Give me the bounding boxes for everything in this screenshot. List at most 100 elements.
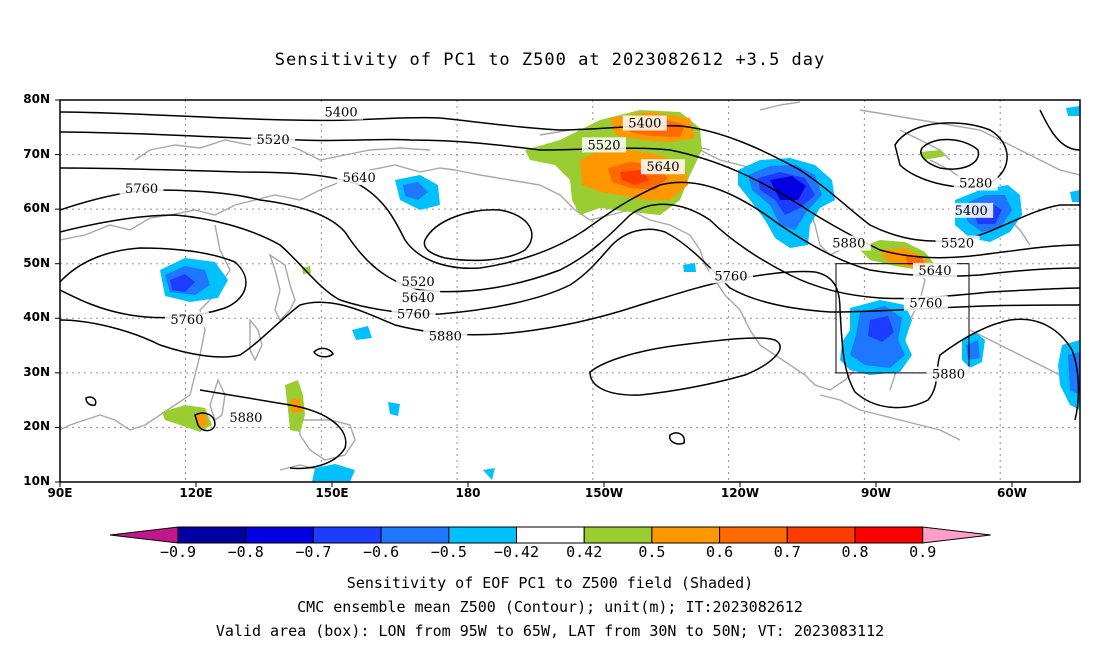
contour-label: 5880 xyxy=(423,328,468,344)
lon-label: 150E xyxy=(315,486,349,500)
shade-negative xyxy=(1066,106,1080,116)
contour-value: 5640 xyxy=(343,171,376,186)
contour-value: 5760 xyxy=(125,182,158,197)
contour-label: 5640 xyxy=(337,170,382,186)
contour-value: 5880 xyxy=(229,411,262,426)
colorbar-bin xyxy=(719,526,788,544)
colorbar-label: −0.5 xyxy=(430,543,467,561)
valid-area-box xyxy=(835,263,970,374)
lat-label: 20N xyxy=(23,419,50,434)
colorbar-bin xyxy=(516,526,585,544)
colorbar-bin xyxy=(380,526,450,544)
contour-value: 5280 xyxy=(959,177,992,192)
map-frame xyxy=(59,99,1081,483)
colorbar-high-extend xyxy=(922,526,991,544)
colorbar-bin xyxy=(786,526,856,544)
contour-value: 5760 xyxy=(714,269,747,284)
contour-label: 5400 xyxy=(949,202,994,219)
colorbar-bin xyxy=(245,526,314,544)
colorbar-label: 0.6 xyxy=(706,543,734,561)
lon-label: 120W xyxy=(720,486,760,500)
contour-value: 5760 xyxy=(909,297,942,312)
contour-label: 5880 xyxy=(223,410,268,426)
colorbar-low-extend xyxy=(109,526,179,544)
colorbar-bin xyxy=(177,526,247,544)
shade-negative xyxy=(388,402,400,416)
shade-negative xyxy=(352,326,372,340)
shade-negative xyxy=(1068,352,1080,395)
contour-value: 5400 xyxy=(955,204,988,219)
colorbar-label: 0.42 xyxy=(566,543,603,561)
colorbar-bin xyxy=(651,526,721,544)
shade-negative xyxy=(312,464,355,482)
contour-value: 5520 xyxy=(257,133,290,148)
shade-negative xyxy=(683,263,696,272)
contour-value: 5400 xyxy=(628,117,661,132)
shade-positive xyxy=(920,150,946,160)
contour-value: 5760 xyxy=(170,313,203,328)
lat-label: 10N xyxy=(23,474,50,488)
contour-value: 5400 xyxy=(325,106,358,121)
lon-label: 90W xyxy=(861,486,891,500)
contour-label: 5640 xyxy=(396,290,441,306)
footer-line-1: Sensitivity of EOF PC1 to Z500 field (Sh… xyxy=(346,574,754,592)
shade-negative xyxy=(483,468,495,480)
colorbar-bin xyxy=(312,526,382,544)
contour-label: 5760 xyxy=(119,181,164,197)
colorbar-bin xyxy=(854,526,924,544)
shade-negative xyxy=(868,316,894,342)
shade-negative xyxy=(770,176,806,200)
colorbar-label: −0.9 xyxy=(159,543,197,561)
contour-value: 5880 xyxy=(832,237,865,252)
contour-labels: 5400552056405760576058805520564057605880… xyxy=(119,104,998,426)
lat-label: 60N xyxy=(23,201,50,216)
contour-value: 5880 xyxy=(429,329,462,344)
contour-label: 5520 xyxy=(935,235,980,252)
footer-line-2: CMC ensemble mean Z500 (Contour); unit(m… xyxy=(297,598,803,616)
axis-ticks xyxy=(55,99,1013,487)
contour-label: 5520 xyxy=(582,137,626,153)
lon-label: 180 xyxy=(455,486,481,500)
contour-label: 5640 xyxy=(912,262,957,279)
shade-negative xyxy=(1070,190,1080,202)
colorbar-bin xyxy=(583,526,653,544)
colorbar-label: −0.8 xyxy=(227,543,264,561)
contour-label: 5760 xyxy=(708,268,753,284)
lat-label: 40N xyxy=(23,310,50,325)
contour-label: 5880 xyxy=(826,235,871,252)
contour-label: 5760 xyxy=(164,312,209,328)
contour-value: 5520 xyxy=(402,275,435,290)
colorbar-label: 0.7 xyxy=(773,543,801,561)
colorbar-label: 0.9 xyxy=(909,543,937,561)
colorbar-bin xyxy=(448,526,517,544)
figure-title: Sensitivity of PC1 to Z500 at 2023082612… xyxy=(274,50,826,70)
contour-label: 5400 xyxy=(622,115,667,132)
lat-label: 70N xyxy=(23,146,50,161)
contour-label: 5640 xyxy=(640,159,685,175)
colorbar-label: −0.7 xyxy=(295,543,332,561)
footer-line-3: Valid area (box): LON from 95W to 65W, L… xyxy=(215,622,885,640)
lon-label: 60W xyxy=(997,486,1027,500)
contour-value: 5640 xyxy=(918,264,951,279)
contour-value: 5640 xyxy=(646,160,679,175)
shade-negative xyxy=(403,182,428,200)
colorbar-label: 0.8 xyxy=(841,543,869,561)
lat-label: 80N xyxy=(23,92,50,106)
contour-label: 5520 xyxy=(251,131,296,148)
contour-value: 5520 xyxy=(941,237,974,252)
lon-label: 90E xyxy=(47,486,73,500)
colorbar-label: −0.42 xyxy=(493,543,540,561)
shade-positive xyxy=(196,413,208,428)
contour-label: 5880 xyxy=(926,366,971,383)
lat-label: 30N xyxy=(23,364,50,379)
shade-negative xyxy=(170,274,195,292)
contour-label: 5400 xyxy=(319,104,364,121)
shaded-sensitivity xyxy=(160,106,1080,482)
contour-value: 5880 xyxy=(932,368,965,383)
contour-value: 5520 xyxy=(587,138,620,153)
contour-label: 5280 xyxy=(953,175,998,192)
contour-value: 5760 xyxy=(397,308,430,323)
contour-label: 5520 xyxy=(396,273,441,290)
